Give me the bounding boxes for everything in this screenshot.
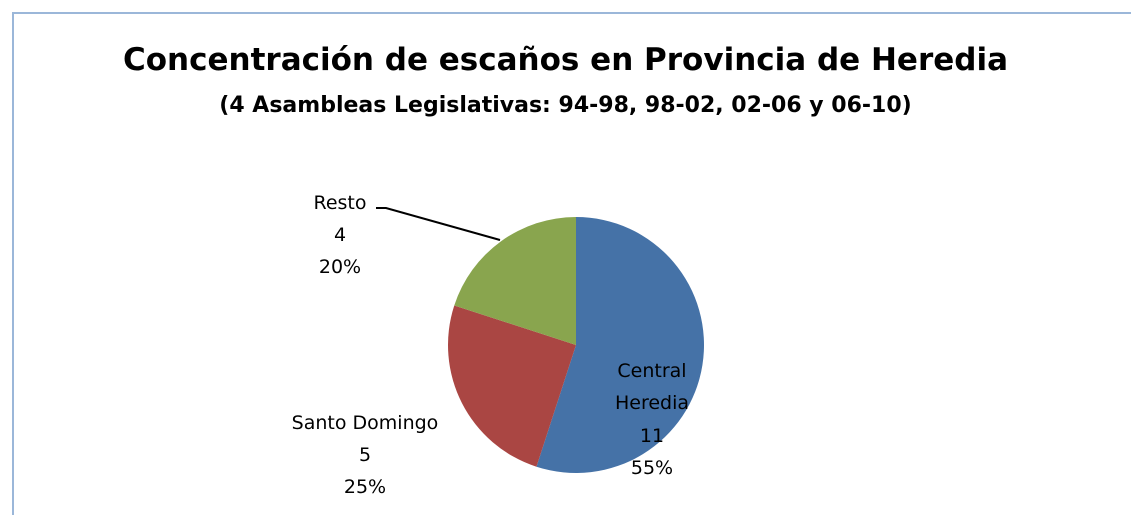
- percent-label: 20%: [318, 256, 362, 278]
- pie-slice: [447, 305, 576, 467]
- category-label: Santo Domingo: [291, 412, 439, 434]
- value-label: 4: [333, 224, 347, 246]
- chart-title: Concentración de escaños en Provincia de…: [123, 42, 1008, 78]
- percent-label: 55%: [630, 457, 674, 479]
- value-label: 11: [639, 425, 665, 447]
- value-label: 5: [358, 444, 372, 466]
- category-label: Central Heredia: [614, 360, 690, 414]
- pie-slice: [536, 217, 704, 473]
- chart-subtitle: (4 Asambleas Legislativas: 94-98, 98-02,…: [219, 93, 912, 118]
- leader-line: [376, 207, 501, 241]
- category-label: Resto: [313, 192, 367, 214]
- pie-slice: [454, 217, 576, 345]
- percent-label: 25%: [343, 476, 387, 498]
